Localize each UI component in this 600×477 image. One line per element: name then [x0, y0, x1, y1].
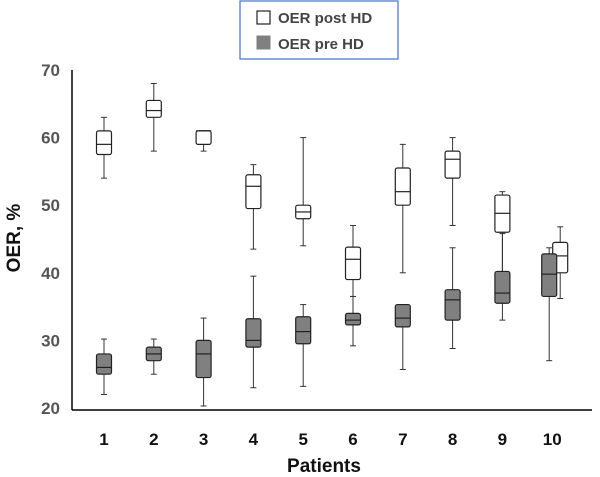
- box-post-patient-4: [245, 164, 262, 250]
- y-tick-label: 70: [41, 61, 60, 80]
- legend: OER post HD OER pre HD: [239, 0, 399, 60]
- box-pre-patient-2: [145, 338, 162, 375]
- y-tick-label: 30: [41, 331, 60, 350]
- box-iqr: [541, 253, 558, 298]
- box-post-patient-8: [444, 137, 461, 226]
- x-tick-label: 1: [99, 430, 108, 449]
- x-tick-label: 9: [498, 430, 507, 449]
- box-post-patient-7: [394, 143, 411, 274]
- box-iqr: [95, 353, 113, 375]
- box-pre-patient-5: [295, 304, 312, 387]
- box-iqr: [394, 303, 411, 328]
- legend-swatch-pre: [256, 35, 271, 50]
- x-axis-title: Patients: [287, 456, 361, 477]
- legend-label-pre: OER pre HD: [278, 36, 364, 53]
- box-iqr: [444, 150, 461, 179]
- x-tick-label: 3: [199, 430, 208, 449]
- box-series: [95, 83, 569, 407]
- y-tick-label: 20: [41, 399, 60, 418]
- y-tick-label: 60: [41, 129, 60, 148]
- box-pre-patient-7: [394, 303, 411, 370]
- y-axis-title: OER, %: [4, 204, 25, 273]
- box-post-patient-1: [95, 116, 113, 179]
- y-tick-labels: 20 30 40 50 60 70: [41, 61, 60, 418]
- box-iqr: [95, 130, 113, 156]
- box-post-patient-3: [195, 130, 212, 152]
- box-pre-patient-1: [95, 338, 113, 395]
- box-pre-patient-3: [195, 317, 212, 407]
- x-tick-label: 4: [249, 430, 259, 449]
- box-iqr: [494, 270, 511, 304]
- box-iqr: [245, 318, 262, 348]
- box-pre-patient-6: [344, 295, 362, 347]
- x-tick-label: 8: [448, 430, 457, 449]
- box-iqr: [344, 246, 362, 281]
- box-pre-patient-8: [444, 247, 461, 350]
- x-tick-label: 10: [543, 430, 562, 449]
- y-tick-label: 50: [41, 196, 60, 215]
- box-iqr: [195, 339, 212, 379]
- box-pre-patient-9: [494, 233, 511, 321]
- box-iqr: [344, 312, 362, 326]
- box-iqr: [195, 130, 212, 145]
- box-iqr: [145, 99, 162, 118]
- y-tick-label: 40: [41, 264, 60, 283]
- legend-swatch-post: [256, 10, 271, 25]
- x-tick-label: 6: [348, 430, 357, 449]
- x-tick-label: 2: [149, 430, 158, 449]
- box-post-patient-5: [295, 137, 312, 247]
- box-iqr: [245, 174, 262, 210]
- box-iqr: [295, 316, 312, 345]
- legend-label-post: OER post HD: [278, 10, 372, 27]
- box-pre-patient-10: [541, 247, 558, 362]
- box-post-patient-2: [145, 83, 162, 152]
- box-iqr: [444, 289, 461, 321]
- box-post-patient-6: [344, 224, 362, 297]
- x-tick-labels: 1 2 3 4 5 6 7 8 9 10: [99, 430, 561, 449]
- x-tick-label: 7: [398, 430, 407, 449]
- box-iqr: [394, 167, 411, 206]
- box-pre-patient-4: [245, 275, 262, 389]
- x-tick-label: 5: [298, 430, 307, 449]
